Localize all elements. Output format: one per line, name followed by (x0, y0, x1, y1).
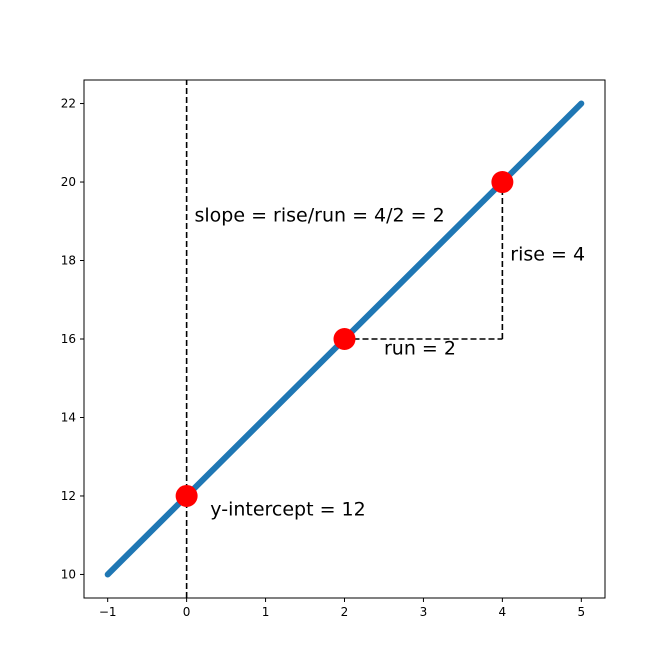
x-tick-label: −1 (99, 605, 117, 619)
point-2-16 (333, 328, 356, 350)
y-tick-label: 14 (61, 410, 76, 424)
points-layer (175, 171, 514, 507)
x-tick-label: 3 (420, 605, 428, 619)
run-annotation: run = 2 (384, 338, 456, 360)
y-tick-label: 22 (61, 97, 76, 111)
x-tick-label: 5 (577, 605, 585, 619)
x-tick-label: 2 (341, 605, 349, 619)
intercept-annotation: y-intercept = 12 (210, 499, 365, 521)
annotations-layer: slope = rise/run = 4/2 = 2 rise = 4 run = … (195, 204, 586, 520)
x-tick-label: 0 (183, 605, 191, 619)
guides-layer (185, 80, 504, 598)
point-0-12 (175, 484, 198, 507)
slope-annotation: slope = rise/run = 4/2 = 2 (195, 204, 445, 226)
x-tick-label: 1 (262, 605, 270, 619)
y-tick-label: 16 (61, 332, 76, 346)
y-tick-label: 18 (61, 254, 76, 268)
y-axis: 10 12 14 16 18 20 22 (61, 97, 84, 581)
y-tick-label: 12 (61, 489, 76, 503)
point-4-20 (491, 171, 514, 194)
x-axis: −1 0 1 2 3 4 5 (99, 598, 585, 619)
rise-annotation: rise = 4 (510, 244, 585, 266)
y-tick-label: 10 (61, 567, 76, 581)
y-tick-label: 20 (61, 175, 76, 189)
x-tick-label: 4 (499, 605, 507, 619)
